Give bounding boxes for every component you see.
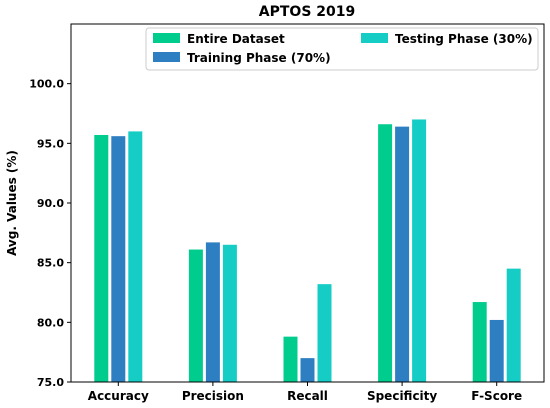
bar-specificity-series-3: [412, 119, 427, 382]
bar-f-score-series-3: [506, 268, 521, 382]
bar-accuracy-series-2: [111, 136, 126, 382]
bar-accuracy-series-3: [128, 131, 143, 382]
y-axis-label: Avg. Values (%): [5, 150, 19, 256]
legend-swatch: [361, 33, 388, 43]
bar-f-score-series-1: [472, 302, 487, 382]
bar-precision-series-3: [222, 244, 237, 382]
x-tick-label: Accuracy: [88, 389, 149, 403]
bar-precision-series-1: [188, 249, 203, 382]
bar-precision-series-2: [205, 242, 220, 382]
x-tick-label: Recall: [287, 389, 328, 403]
bar-recall-series-3: [317, 284, 332, 382]
legend-swatch: [153, 52, 180, 62]
x-axis-ticks: Accuracy Precision Recall Specificity F-Scor…: [88, 382, 522, 403]
bar-recall-series-2: [300, 358, 315, 382]
chart-title: APTOS 2019: [259, 4, 355, 20]
y-tick-label: 100.0: [29, 78, 64, 91]
bar-specificity-series-2: [395, 126, 410, 382]
bars-layer: [94, 119, 521, 383]
legend-box: [145, 27, 539, 71]
y-axis-ticks: 75.0 80.0 85.0 90.0 95.0 100.0: [29, 78, 71, 389]
y-tick-label: 80.0: [37, 316, 64, 329]
y-tick-label: 90.0: [37, 197, 64, 210]
plot-frame: [70, 23, 545, 383]
x-tick-label: Specificity: [367, 389, 437, 403]
bar-accuracy-series-1: [94, 134, 109, 382]
y-tick-label: 95.0: [37, 137, 64, 150]
legend-label: Testing Phase (30%): [395, 32, 533, 46]
y-tick-label: 85.0: [37, 257, 64, 270]
y-tick-label: 75.0: [37, 376, 64, 389]
x-tick-label: F-Score: [471, 389, 522, 403]
legend-label: Entire Dataset: [187, 32, 285, 46]
bar-f-score-series-2: [489, 319, 504, 382]
legend-label: Training Phase (70%): [187, 51, 331, 65]
x-tick-label: Precision: [182, 389, 244, 403]
legend: Entire Dataset Training Phase (70%) Testin…: [145, 27, 539, 71]
bar-specificity-series-1: [378, 124, 393, 383]
legend-swatch: [153, 33, 180, 43]
bar-recall-series-1: [283, 336, 298, 382]
